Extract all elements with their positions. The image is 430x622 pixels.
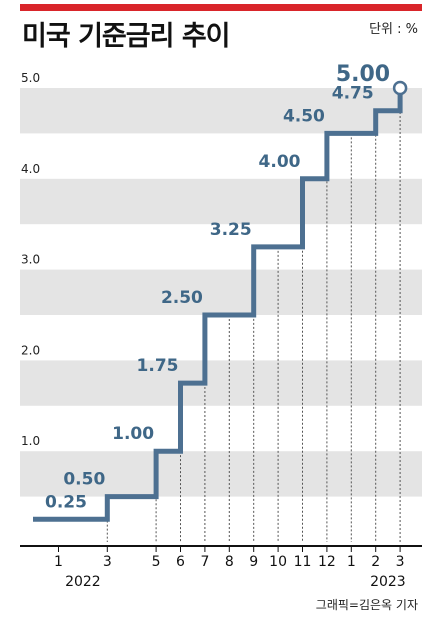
x-tick-label: 8: [225, 554, 234, 570]
y-tick-label: 4.0: [21, 162, 40, 176]
x-tick-label: 7: [200, 554, 209, 570]
rate-data-label: 3.25: [210, 220, 252, 240]
grid-band: [20, 88, 422, 134]
year-label: 2022: [65, 574, 101, 590]
x-tick-label: 11: [294, 554, 312, 570]
latest-rate-marker: [392, 80, 408, 96]
rate-data-label: 0.25: [45, 492, 87, 512]
y-tick-label: 3.0: [21, 253, 40, 267]
top-accent-bar: [20, 4, 422, 11]
x-tick-label: 3: [103, 554, 112, 570]
x-tick-label: 2: [371, 554, 380, 570]
rate-data-label: 5.00: [336, 62, 390, 87]
x-tick-label: 5: [152, 554, 161, 570]
grid-band: [20, 451, 422, 497]
grid-band: [20, 178, 422, 225]
rate-data-label: 2.50: [161, 288, 203, 308]
x-tick-label: 12: [318, 554, 336, 570]
y-tick-label: 5.0: [21, 71, 40, 85]
rate-data-label: 1.75: [137, 356, 179, 376]
rate-data-label: 4.75: [332, 84, 374, 104]
grid-band: [20, 269, 422, 315]
x-tick-label: 10: [269, 554, 287, 570]
x-tick-label: 9: [249, 554, 258, 570]
rate-data-label: 1.00: [112, 424, 154, 444]
y-tick-label: 1.0: [21, 434, 40, 448]
x-tick-label: 1: [54, 554, 63, 570]
year-label: 2023: [370, 574, 406, 590]
unit-label: 단위 : %: [369, 22, 418, 37]
x-tick-label: 3: [396, 554, 405, 570]
rate-data-label: 0.50: [63, 470, 105, 490]
rate-data-label: 4.50: [283, 106, 325, 126]
graphic-credit: 그래픽=김은옥 기자: [315, 598, 418, 612]
x-tick-label: 1: [347, 554, 356, 570]
y-tick-label: 2.0: [21, 343, 40, 357]
x-tick-label: 6: [176, 554, 185, 570]
rate-step-line: [33, 88, 403, 522]
rate-data-label: 4.00: [259, 152, 301, 172]
grid-band: [20, 360, 422, 406]
chart-title: 미국 기준금리 추이: [22, 21, 231, 52]
